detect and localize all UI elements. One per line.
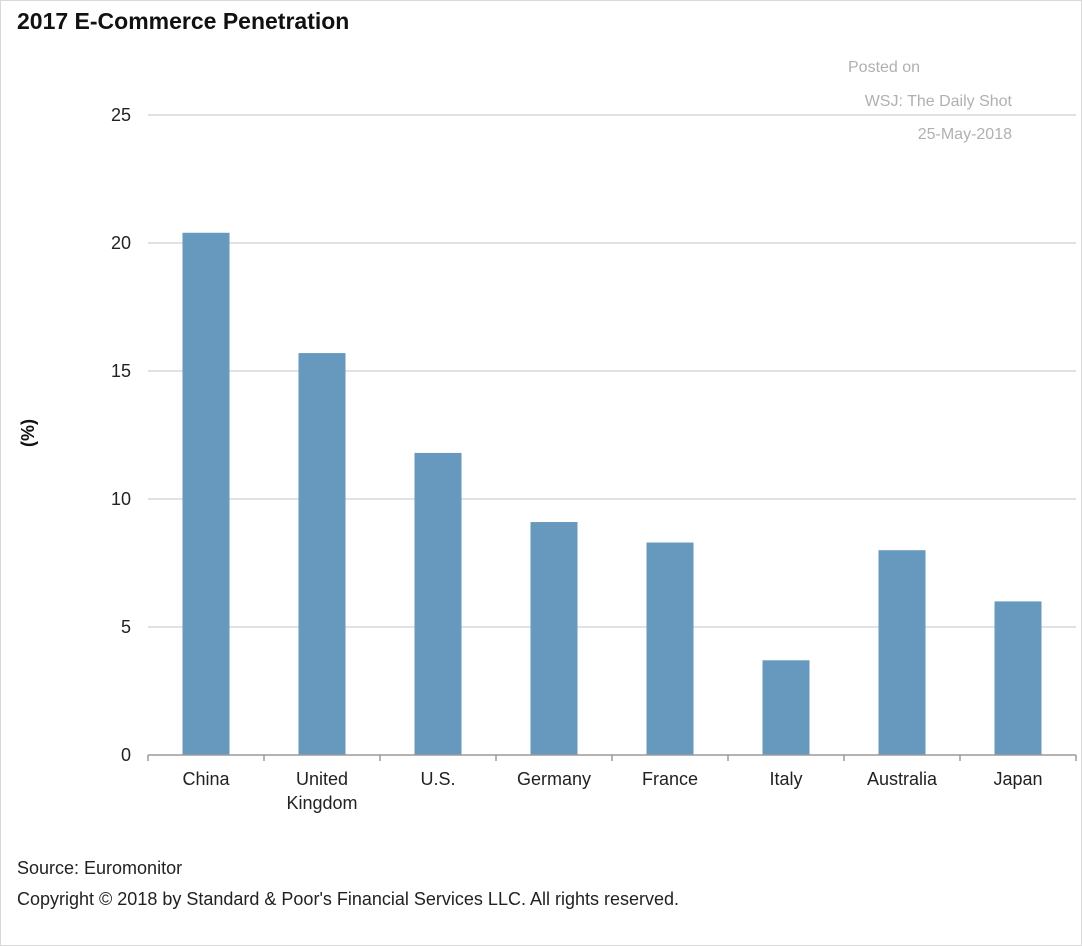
x-axis (147, 754, 1077, 761)
y-tick-label: 5 (121, 617, 131, 637)
bar-united-kingdom (298, 353, 346, 755)
y-tick-label: 20 (111, 233, 131, 253)
y-axis-label: (%) (18, 419, 38, 447)
source-note: Source: Euromonitor (17, 858, 183, 878)
bar-italy (762, 660, 810, 755)
x-tick-label: Germany (517, 769, 591, 789)
x-tick-label: France (642, 769, 698, 789)
watermark-date: 25-May-2018 (917, 126, 1012, 143)
bar-japan (994, 601, 1042, 755)
bars (182, 232, 1042, 755)
y-tick-label: 0 (121, 745, 131, 765)
x-tick-label: Japan (993, 769, 1042, 789)
bar-france (646, 542, 694, 755)
x-axis-labels: China United Kingdom U.S. Germany France Italy… (182, 769, 1042, 813)
watermark-publication: WSJ: The Daily Shot (864, 93, 1012, 110)
x-tick-label: Australia (867, 769, 938, 789)
watermark-posted-on: Posted on (848, 59, 921, 76)
bar-australia (878, 550, 926, 755)
y-tick-label: 10 (111, 489, 131, 509)
x-tick-label: U.S. (420, 769, 455, 789)
x-tick-label: United Kingdom (286, 769, 357, 813)
y-axis-ticks: 0 5 10 15 20 25 (111, 105, 131, 765)
bar-china (182, 232, 230, 755)
copyright-note: Copyright © 2018 by Standard & Poor's Fi… (17, 889, 680, 909)
gridlines (148, 114, 1076, 628)
chart-title: 2017 E-Commerce Penetration (17, 8, 350, 34)
x-tick-label: Italy (769, 769, 802, 789)
y-tick-label: 15 (111, 361, 131, 381)
bar-u-s (414, 452, 462, 755)
x-tick-label: China (182, 769, 230, 789)
y-tick-label: 25 (111, 105, 131, 125)
bar-germany (530, 522, 578, 755)
